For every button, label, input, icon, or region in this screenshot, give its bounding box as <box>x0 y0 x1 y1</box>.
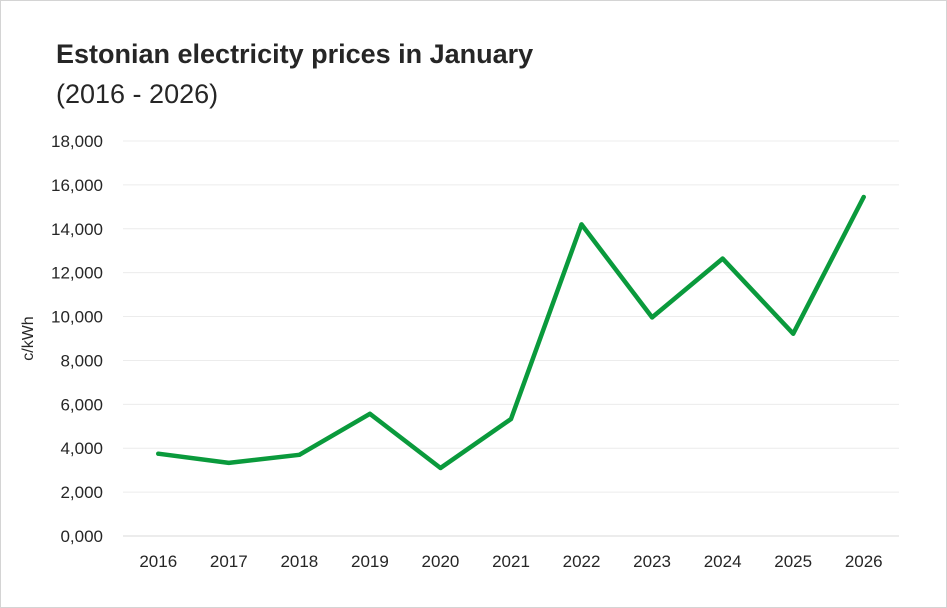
data-point <box>438 465 443 470</box>
y-tick-label: 10,000 <box>51 308 103 327</box>
x-tick-label: 2018 <box>280 552 318 571</box>
data-point <box>579 222 584 227</box>
chart-subtitle: (2016 - 2026) <box>56 79 219 109</box>
y-tick-label: 6,000 <box>60 395 103 414</box>
y-tick-label: 4,000 <box>60 439 103 458</box>
x-tick-label: 2024 <box>704 552 742 571</box>
y-tick-label: 8,000 <box>60 351 103 370</box>
y-tick-label: 14,000 <box>51 220 103 239</box>
gridlines <box>123 140 899 537</box>
y-tick-label: 2,000 <box>60 483 103 502</box>
y-axis-label: c/kWh <box>20 316 37 360</box>
y-tick-label: 12,000 <box>51 264 103 283</box>
y-tick-label: 0,000 <box>60 527 103 546</box>
x-tick-label: 2022 <box>563 552 601 571</box>
data-point <box>156 451 161 456</box>
x-tick-label: 2021 <box>492 552 530 571</box>
data-point <box>509 417 513 422</box>
x-axis-ticks: 2016 2017 2018 2019 2020 2021 2022 2023 2024 2025… <box>139 552 882 571</box>
x-tick-label: 2025 <box>774 552 812 571</box>
x-tick-label: 2016 <box>139 552 177 571</box>
y-axis-ticks: 0,000 2,000 4,000 6,000 8,000 10,000 12,000 14,… <box>51 132 103 546</box>
data-point <box>650 315 655 320</box>
x-tick-label: 2026 <box>845 552 883 571</box>
x-tick-label: 2023 <box>633 552 671 571</box>
data-point <box>226 460 231 465</box>
x-tick-label: 2019 <box>351 552 389 571</box>
data-point <box>297 452 302 457</box>
y-tick-label: 18,000 <box>51 132 103 151</box>
data-point <box>861 194 866 199</box>
data-point <box>367 411 372 416</box>
data-point <box>791 331 796 336</box>
series-layer <box>156 194 866 471</box>
y-tick-label: 16,000 <box>51 176 103 195</box>
series-line <box>156 194 866 471</box>
chart-title: Estonian electricity prices in January <box>56 39 534 69</box>
x-tick-label: 2017 <box>210 552 248 571</box>
data-point <box>720 256 725 261</box>
x-tick-label: 2020 <box>422 552 460 571</box>
